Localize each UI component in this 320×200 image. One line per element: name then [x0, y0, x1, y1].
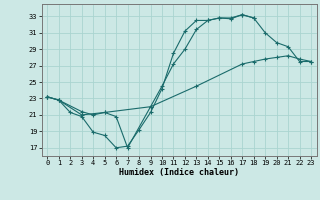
- X-axis label: Humidex (Indice chaleur): Humidex (Indice chaleur): [119, 168, 239, 177]
